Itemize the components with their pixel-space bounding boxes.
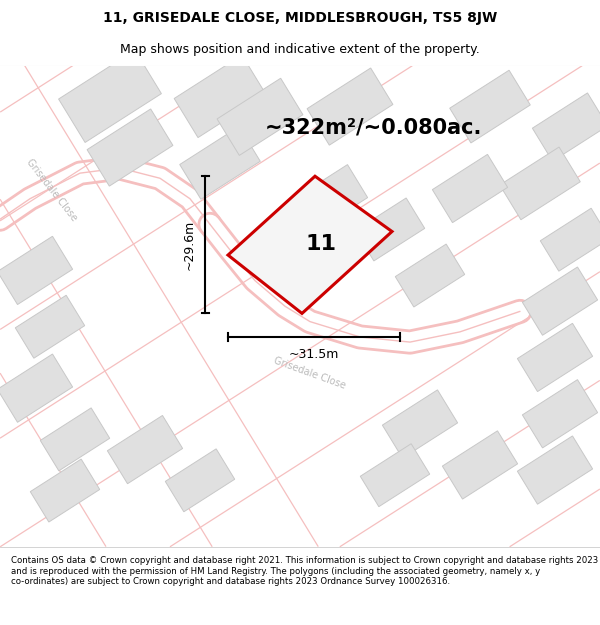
Polygon shape [292,164,368,233]
Polygon shape [0,236,73,304]
Text: 11, GRISEDALE CLOSE, MIDDLESBROUGH, TS5 8JW: 11, GRISEDALE CLOSE, MIDDLESBROUGH, TS5 … [103,11,497,26]
Text: ~31.5m: ~31.5m [289,348,339,361]
Polygon shape [517,436,593,504]
Polygon shape [442,431,518,499]
Polygon shape [360,444,430,507]
Polygon shape [0,354,73,422]
Polygon shape [517,323,593,392]
Polygon shape [523,379,598,448]
Polygon shape [355,198,425,261]
Polygon shape [228,176,392,313]
Polygon shape [174,55,266,138]
Polygon shape [107,416,182,484]
Polygon shape [30,459,100,522]
Polygon shape [217,78,303,156]
Polygon shape [382,390,458,458]
Polygon shape [15,295,85,358]
Polygon shape [500,147,580,220]
Polygon shape [532,93,600,161]
Polygon shape [87,109,173,186]
Polygon shape [450,70,530,143]
Polygon shape [540,208,600,271]
Text: Grisedale Close: Grisedale Close [272,355,347,391]
Polygon shape [307,68,393,145]
Polygon shape [523,267,598,335]
Text: Contains OS data © Crown copyright and database right 2021. This information is : Contains OS data © Crown copyright and d… [11,556,598,586]
Text: 11: 11 [306,234,337,254]
Polygon shape [433,154,508,222]
Text: ~29.6m: ~29.6m [182,220,196,270]
Text: ~322m²/~0.080ac.: ~322m²/~0.080ac. [265,117,482,137]
Polygon shape [165,449,235,512]
Text: Map shows position and indicative extent of the property.: Map shows position and indicative extent… [120,42,480,56]
Text: Grisedale Close: Grisedale Close [25,158,79,224]
Polygon shape [395,244,465,307]
Polygon shape [59,50,161,142]
Polygon shape [40,408,110,471]
Polygon shape [180,126,260,199]
